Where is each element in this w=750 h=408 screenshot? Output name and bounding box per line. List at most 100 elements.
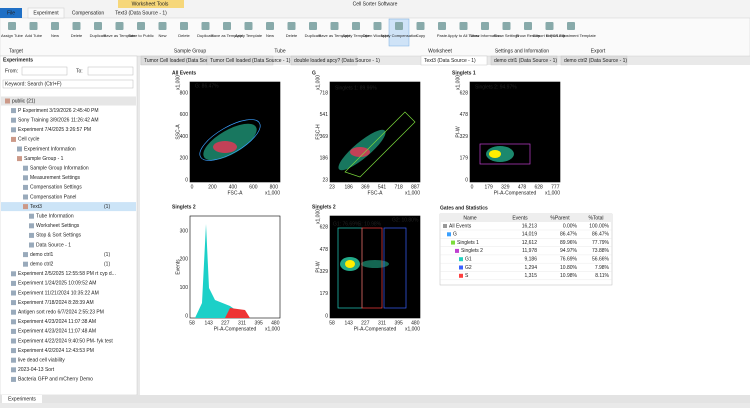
ribbon-button[interactable]: Add Tube: [25, 33, 43, 38]
from-input[interactable]: [21, 66, 68, 76]
tree-item[interactable]: Sony Training 3/9/2026 11:26:42 AM: [18, 118, 99, 124]
bottom-tab[interactable]: Experiments: [8, 396, 36, 402]
tree-item[interactable]: Compensation Settings: [30, 185, 82, 191]
ribbon-button[interactable]: Save to Public: [128, 33, 154, 38]
tree-item[interactable]: Experiment 1/24/2025 10:09:52 AM: [18, 281, 96, 287]
ribbon-button[interactable]: Apply to All Tubes: [448, 33, 480, 38]
y-tick-label: 0: [325, 313, 328, 319]
ribbon-button[interactable]: Save as Template: [104, 33, 136, 38]
tree-item[interactable]: public (21): [12, 98, 36, 104]
tree-item[interactable]: Experiment 4/2/2024 12:43:53 PM: [18, 348, 94, 354]
stats-cell: 86.47%: [592, 232, 610, 238]
selected-row: [1, 202, 136, 212]
tree-icon: [11, 376, 16, 382]
ribbon-button[interactable]: Delete: [286, 33, 298, 38]
ribbon-button[interactable]: New: [51, 33, 59, 38]
ribbon-button[interactable]: New: [158, 33, 166, 38]
tree-item[interactable]: Experiment 7/4/2025 3:26:57 PM: [18, 127, 91, 133]
x-tick-label: 541: [378, 184, 387, 190]
tree-item[interactable]: Cell cycle: [18, 137, 40, 143]
ribbon-button[interactable]: Open Worksheet: [363, 33, 394, 38]
doc-tab[interactable]: double loaded apcy? (Data Source - 1): [294, 58, 380, 64]
tree-item[interactable]: Experiment Information: [24, 146, 76, 152]
ribbon-button[interactable]: Duplicate: [305, 33, 322, 38]
keyword-input[interactable]: [2, 79, 134, 89]
ribbon-button[interactable]: Show Settings: [494, 33, 520, 38]
y-unit: x1,000: [315, 209, 321, 224]
active-tab-bg: [27, 7, 65, 19]
doc-tab[interactable]: Text3 (Data Source - 1): [424, 58, 476, 64]
ribbon-button[interactable]: Apply Template: [235, 33, 263, 38]
tree-item[interactable]: live dead cell viability: [18, 358, 65, 364]
ribbon-button[interactable]: Delete: [71, 33, 83, 38]
tree-item[interactable]: Experiment 11/21/2024 10:35:22 AM: [18, 290, 99, 296]
tree-item[interactable]: Experiment 4/23/2024 11:07:48 AM: [18, 329, 96, 335]
button-icon: [180, 22, 188, 30]
ribbon-button[interactable]: Apply Compensation: [381, 33, 418, 38]
y-unit: x1,000: [175, 75, 181, 90]
ribbon-button[interactable]: Duplicate: [197, 33, 214, 38]
x-tick-label: 480: [271, 320, 280, 326]
tree-item[interactable]: P Experiment 3/19/2026 2:45:40 PM: [18, 108, 99, 114]
ribbon-tab[interactable]: Experiment: [33, 10, 59, 16]
tree-item[interactable]: Text3: [30, 204, 42, 210]
ribbon-button[interactable]: Show Information: [469, 33, 500, 38]
tree-item[interactable]: Data Source - 1: [36, 242, 71, 248]
tree-count: (1): [104, 204, 110, 210]
ribbon-button[interactable]: Duplicate: [90, 33, 107, 38]
x-axis-label: FSC-A: [228, 190, 244, 196]
tree-item[interactable]: Compensation Panel: [30, 194, 76, 200]
button-icon: [94, 22, 102, 30]
gate-label: G2: 10.80%: [392, 217, 419, 223]
tree-item[interactable]: Antigen sort redo 6/7/2024 2:55:23 PM: [18, 310, 104, 316]
doc-tab[interactable]: Tumor Cell loaded (Data Source - 1): [210, 58, 291, 64]
tree-item[interactable]: Measurement Settings: [30, 175, 81, 181]
ribbon-button[interactable]: Delete: [178, 33, 190, 38]
ribbon-tab[interactable]: File: [7, 10, 15, 16]
tree-item[interactable]: Sample Group Information: [30, 166, 89, 172]
doc-tab[interactable]: Tumor Cell loaded (Data Source - 1): [144, 58, 225, 64]
to-input[interactable]: [87, 66, 134, 76]
ribbon-tab[interactable]: Text3 (Data Source - 1): [115, 10, 167, 16]
tree-item[interactable]: demo ctrl1: [30, 252, 54, 258]
tree-item[interactable]: Experiment 4/23/2024 11:07:38 AM: [18, 319, 96, 325]
stats-cell: 0.00%: [563, 223, 578, 229]
y-tick-label: 23: [322, 177, 328, 183]
ribbon-button[interactable]: Export Adjustment Template: [546, 33, 597, 38]
tree-item[interactable]: demo ctrl2: [30, 262, 54, 268]
tree-icon: [11, 290, 16, 296]
ribbon-button[interactable]: Copy: [416, 33, 425, 38]
stats-cell: 56.66%: [592, 257, 610, 263]
plot-area: [469, 81, 561, 183]
ribbon-button[interactable]: Save as Template: [319, 33, 351, 38]
stats-cell: 100.00%: [589, 223, 609, 229]
x-axis-label: PI-A-Compensated: [494, 190, 537, 196]
tree-item[interactable]: Bacteria GFP and mCherry Demo: [18, 377, 93, 383]
doc-tab[interactable]: demo ctrl1 (Data Source - 1): [494, 58, 557, 64]
tree-icon: [29, 213, 34, 219]
ribbon-button[interactable]: Paste: [437, 33, 448, 38]
doc-tab[interactable]: demo ctrl2 (Data Source - 1): [564, 58, 627, 64]
ribbon-button[interactable]: Show Results: [516, 33, 540, 38]
tree-item[interactable]: 2023-04-13 Sort: [18, 367, 55, 373]
gate-label: Singlets 1: 89.96%: [335, 85, 377, 91]
tree-icon: [23, 204, 28, 210]
ribbon-tab[interactable]: Compensation: [72, 10, 104, 16]
tree-item[interactable]: Tube Information: [36, 214, 74, 220]
ribbon-button[interactable]: Save as Template: [211, 33, 243, 38]
bottom-tab-bg: [2, 395, 42, 403]
tree-item[interactable]: Sample Group - 1: [24, 156, 64, 162]
tree-item[interactable]: Experiment 7/18/2024 8:28:39 AM: [18, 300, 94, 306]
tree-icon: [11, 300, 16, 306]
tree-item[interactable]: Stop & Sort Settings: [36, 233, 82, 239]
tree-item[interactable]: Experiment 4/22/2024 9:40:50 PM- fyk tes…: [18, 338, 113, 344]
ribbon-button[interactable]: Assign Tube: [1, 33, 24, 38]
tree-item[interactable]: Worksheet Settings: [36, 223, 80, 229]
tree-item[interactable]: Experiment 2/5/2025 12:55:58 PM rt cyp d…: [18, 271, 116, 277]
stats-cell: 11,978: [522, 248, 537, 254]
x-tick-label: 478: [518, 184, 527, 190]
histogram: [195, 224, 245, 318]
ribbon-button[interactable]: Export to FCS File: [533, 33, 566, 38]
ribbon-button[interactable]: Apply Template: [342, 33, 370, 38]
ribbon-button[interactable]: New: [266, 33, 274, 38]
